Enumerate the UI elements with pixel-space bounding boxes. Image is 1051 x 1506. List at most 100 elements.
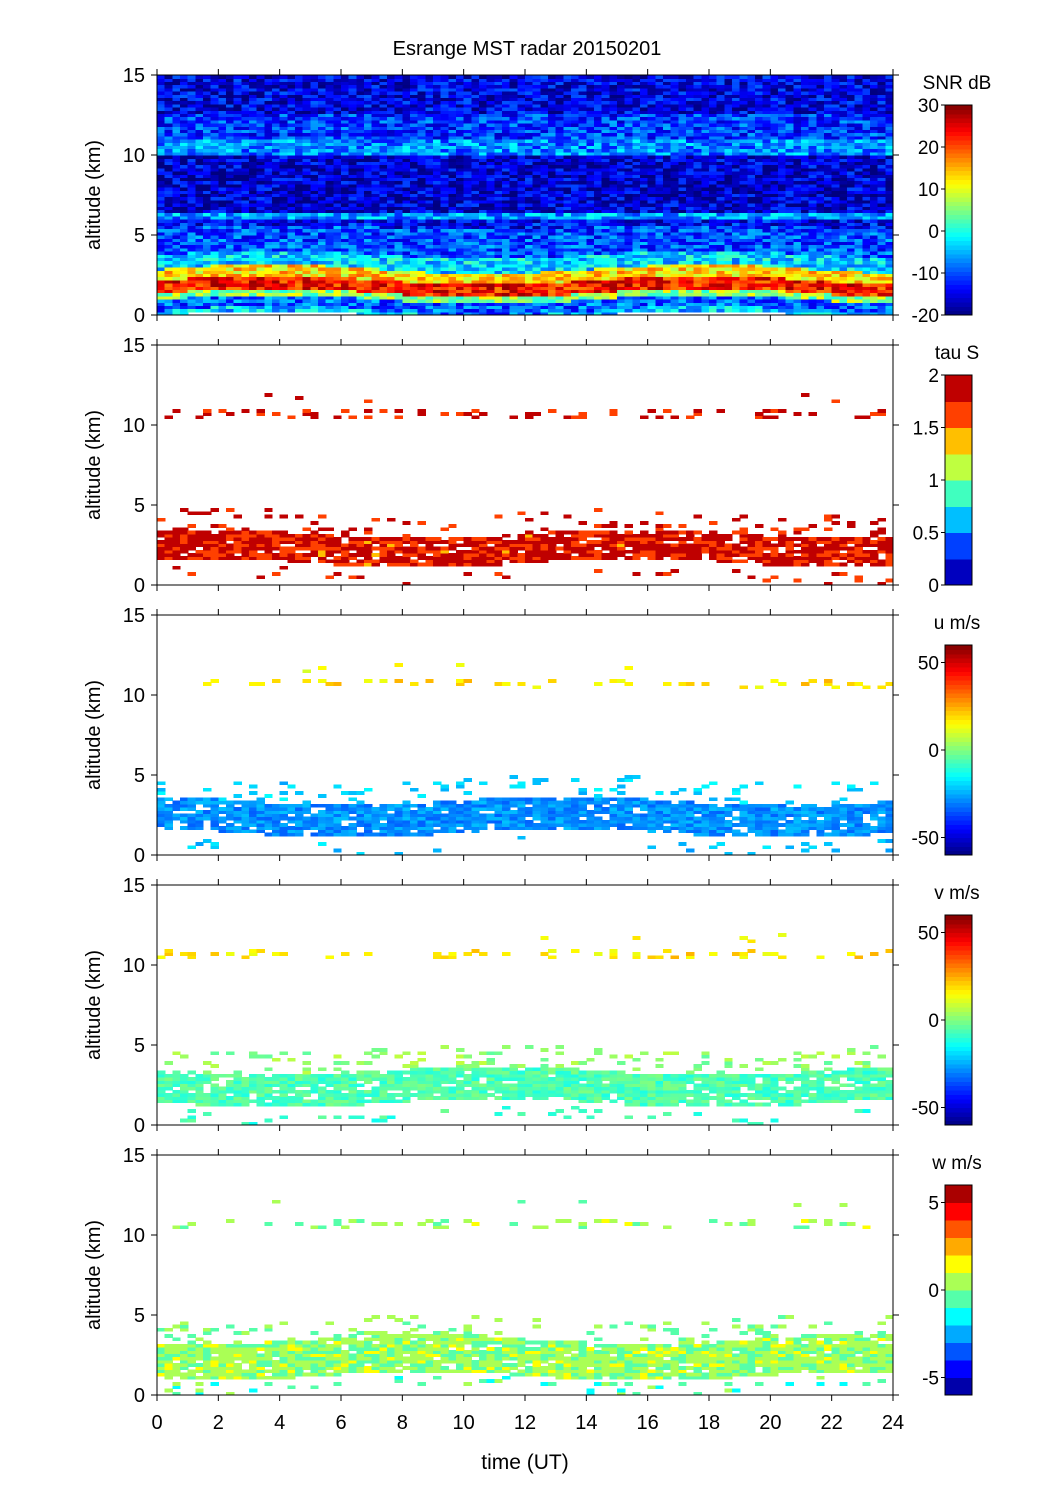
heatmap-cell bbox=[440, 155, 449, 159]
heatmap-cell bbox=[325, 263, 334, 268]
heatmap-cell bbox=[341, 238, 350, 242]
heatmap-cell bbox=[647, 94, 656, 98]
heatmap-cell bbox=[479, 183, 488, 188]
heatmap-cell bbox=[486, 238, 495, 242]
heatmap-cell bbox=[387, 167, 396, 172]
heatmap-cell bbox=[341, 113, 350, 118]
heatmap-cell bbox=[525, 177, 534, 182]
heatmap-cell bbox=[425, 94, 434, 98]
heatmap-cell bbox=[226, 212, 235, 217]
heatmap-cell bbox=[448, 273, 457, 278]
heatmap-cell bbox=[218, 235, 227, 239]
heatmap-cell bbox=[394, 180, 403, 185]
heatmap-cell bbox=[617, 222, 626, 226]
heatmap-cell bbox=[578, 225, 587, 230]
heatmap-cell bbox=[617, 119, 626, 124]
heatmap-cell bbox=[402, 164, 411, 169]
heatmap-cell bbox=[479, 78, 488, 82]
heatmap-cell bbox=[647, 180, 656, 185]
heatmap-cell bbox=[187, 148, 196, 153]
heatmap-cell bbox=[402, 187, 411, 191]
heatmap-cell bbox=[609, 308, 618, 313]
heatmap-cell bbox=[617, 273, 626, 278]
heatmap-cell bbox=[502, 193, 511, 198]
heatmap-cell bbox=[256, 257, 265, 262]
heatmap-cell bbox=[463, 206, 472, 210]
heatmap-cell bbox=[571, 84, 580, 89]
heatmap-cell bbox=[272, 167, 281, 172]
heatmap-cell bbox=[586, 254, 595, 258]
heatmap-cell bbox=[195, 302, 204, 306]
heatmap-cell bbox=[433, 260, 442, 265]
heatmap-cell bbox=[509, 225, 518, 230]
heatmap-cell bbox=[425, 247, 434, 252]
heatmap-cell bbox=[394, 260, 403, 265]
heatmap-cell bbox=[310, 260, 319, 265]
heatmap-cell bbox=[601, 139, 610, 143]
heatmap-cell bbox=[187, 279, 196, 284]
heatmap-cell bbox=[302, 139, 311, 143]
heatmap-cell bbox=[563, 228, 572, 233]
heatmap-cell bbox=[272, 295, 281, 300]
heatmap-cell bbox=[241, 212, 250, 217]
heatmap-cell bbox=[356, 257, 365, 262]
heatmap-cell bbox=[394, 305, 403, 310]
heatmap-cell bbox=[410, 206, 419, 210]
heatmap-cell bbox=[655, 190, 664, 194]
heatmap-cell bbox=[371, 123, 380, 127]
heatmap-cell bbox=[203, 116, 212, 121]
heatmap-cell bbox=[356, 219, 365, 223]
heatmap-cell bbox=[302, 231, 311, 236]
heatmap-cell bbox=[164, 94, 173, 98]
heatmap-cell bbox=[525, 241, 534, 246]
heatmap-cell bbox=[310, 113, 319, 118]
heatmap-cell bbox=[433, 244, 442, 249]
heatmap-cell bbox=[456, 247, 465, 252]
heatmap-cell bbox=[563, 145, 572, 150]
heatmap-cell bbox=[371, 311, 380, 316]
heatmap-cell bbox=[287, 174, 296, 178]
heatmap-cell bbox=[440, 91, 449, 95]
heatmap-cell bbox=[609, 132, 618, 137]
heatmap-cell bbox=[601, 270, 610, 274]
heatmap-cell bbox=[640, 148, 649, 153]
heatmap-cell bbox=[180, 100, 189, 105]
heatmap-cell bbox=[456, 94, 465, 98]
heatmap-cell bbox=[594, 295, 603, 300]
heatmap-cell bbox=[195, 241, 204, 246]
heatmap-cell bbox=[471, 219, 480, 223]
heatmap-cell bbox=[333, 260, 342, 265]
heatmap-cell bbox=[525, 180, 534, 185]
heatmap-cell bbox=[448, 107, 457, 111]
heatmap-cell bbox=[172, 279, 181, 284]
heatmap-cell bbox=[318, 215, 327, 220]
heatmap-cell bbox=[203, 289, 212, 294]
heatmap-cell bbox=[264, 155, 273, 159]
heatmap-cell bbox=[264, 199, 273, 204]
heatmap-cell bbox=[226, 190, 235, 194]
heatmap-cell bbox=[180, 116, 189, 121]
heatmap-cell bbox=[624, 103, 633, 108]
heatmap-cell bbox=[571, 295, 580, 300]
heatmap-cell bbox=[295, 190, 304, 194]
heatmap-cell bbox=[555, 113, 564, 118]
heatmap-cell bbox=[463, 273, 472, 278]
heatmap-cell bbox=[486, 302, 495, 306]
heatmap-cell bbox=[624, 295, 633, 300]
heatmap-cell bbox=[448, 148, 457, 153]
heatmap-cell bbox=[532, 167, 541, 172]
heatmap-cell bbox=[571, 292, 580, 297]
heatmap-cell bbox=[157, 231, 166, 236]
heatmap-cell bbox=[433, 311, 442, 316]
heatmap-cell bbox=[164, 167, 173, 172]
heatmap-cell bbox=[509, 151, 518, 156]
heatmap-cell bbox=[502, 305, 511, 310]
heatmap-cell bbox=[348, 305, 357, 310]
heatmap-cell bbox=[601, 180, 610, 185]
heatmap-cell bbox=[210, 276, 219, 281]
heatmap-cell bbox=[172, 119, 181, 124]
heatmap-cell bbox=[318, 151, 327, 156]
heatmap-cell bbox=[425, 254, 434, 258]
heatmap-cell bbox=[356, 180, 365, 185]
